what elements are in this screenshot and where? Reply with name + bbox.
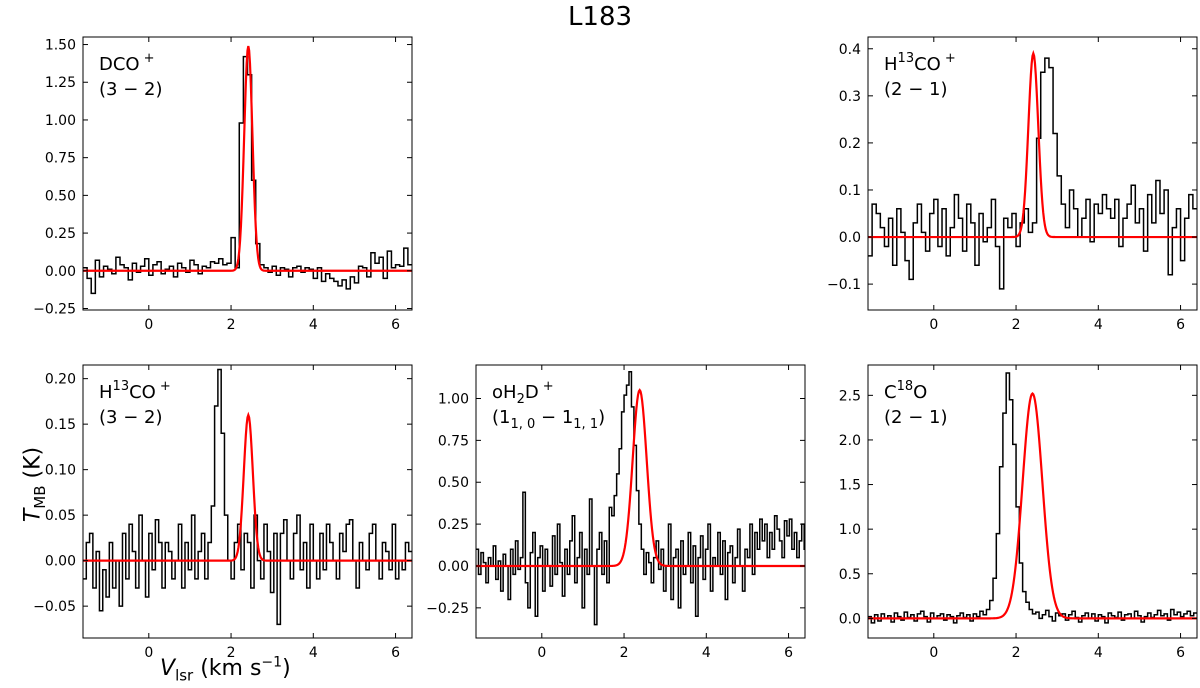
- observed-spectrum-h13co-21: [868, 57, 1197, 290]
- x-tick-label-h13co-21: 0: [929, 317, 938, 333]
- observed-spectrum-c18o-21: [868, 372, 1197, 624]
- gaussian-fit-c18o-21: [868, 392, 1197, 620]
- axes-frame-h13co-32: [82, 364, 413, 639]
- y-tick-label-dco-32: 0.75: [45, 151, 76, 167]
- axes-frame-oh2d-110-111: [475, 364, 806, 639]
- y-tick-label-dco-32: 1.25: [45, 75, 76, 91]
- x-tick-label-h13co-21: 4: [1094, 317, 1103, 333]
- axes-frame-dco-32: [82, 36, 413, 311]
- y-tick-label-c18o-21: 1.5: [839, 478, 861, 494]
- y-tick-label-h13co-32: 0.15: [45, 417, 76, 433]
- figure-title: L183: [567, 2, 633, 32]
- y-tick-label-h13co-32: −0.05: [33, 599, 76, 615]
- x-tick-label-oh2d-110-111: 6: [784, 645, 793, 661]
- transition-label-h13co-21: (2 − 1): [884, 79, 947, 100]
- x-tick-label-h13co-21: 2: [1012, 317, 1021, 333]
- x-tick-label-dco-32: 0: [144, 317, 153, 333]
- x-tick-label-oh2d-110-111: 2: [620, 645, 629, 661]
- x-tick-label-h13co-32: 2: [227, 645, 236, 661]
- x-axis-label: Vlsr (km s−1): [160, 654, 291, 685]
- species-label-h13co-21: H13CO +: [884, 51, 956, 75]
- y-tick-label-dco-32: 0.25: [45, 226, 76, 242]
- panel-c18o-21: 0 2 4 6 0.0 0.5 1.0 1.5 2.0 2.5 C18O (2 − 1): [839, 364, 1198, 661]
- y-tick-label-c18o-21: 0.5: [839, 567, 861, 583]
- y-tick-label-dco-32: 0.00: [45, 264, 76, 280]
- panel-h13co-21: 0 2 4 6 −0.1 0.0 0.1 0.2 0.3 0.4 H13CO + (2 − 1): [827, 36, 1198, 333]
- x-tick-label-oh2d-110-111: 0: [537, 645, 546, 661]
- species-label-dco-32: DCO +: [99, 51, 155, 75]
- observed-spectrum-oh2d-110-111: [476, 370, 805, 626]
- x-tick-label-c18o-21: 4: [1094, 645, 1103, 661]
- y-tick-label-h13co-21: 0.4: [839, 42, 861, 58]
- y-tick-label-c18o-21: 1.0: [839, 522, 861, 538]
- species-label-c18o-21: C18O: [884, 379, 927, 403]
- y-tick-label-oh2d-110-111: −0.25: [426, 601, 469, 617]
- y-tick-label-h13co-32: 0.10: [45, 463, 76, 479]
- y-tick-label-h13co-21: 0.3: [839, 89, 861, 105]
- panel-dco-32: 0 2 4 6 −0.25 0.00 0.25 0.50 0.75 1.00 1.25 1.50 DCO…: [33, 36, 413, 333]
- panel-h13co-32: 0 2 4 6 −0.05 0.00 0.05 0.10 0.15 0.20 H13CO + (3 − …: [33, 364, 413, 661]
- x-tick-label-h13co-32: 4: [309, 645, 318, 661]
- y-tick-label-h13co-21: 0.1: [839, 183, 861, 199]
- x-tick-label-c18o-21: 0: [929, 645, 938, 661]
- y-tick-label-dco-32: −0.25: [33, 301, 76, 317]
- y-tick-label-dco-32: 1.50: [45, 38, 76, 54]
- axes-frame-c18o-21: [867, 364, 1198, 639]
- y-tick-label-dco-32: 0.50: [45, 188, 76, 204]
- y-tick-label-h13co-32: 0.05: [45, 508, 76, 524]
- y-tick-label-oh2d-110-111: 1.00: [438, 391, 469, 407]
- x-tick-label-c18o-21: 6: [1176, 645, 1185, 661]
- species-label-oh2d-110-111: oH2D +: [492, 379, 554, 407]
- gaussian-fit-h13co-32: [83, 411, 412, 562]
- y-tick-label-dco-32: 1.00: [45, 113, 76, 129]
- y-tick-label-h13co-21: 0.0: [839, 230, 861, 246]
- x-tick-label-h13co-21: 6: [1176, 317, 1185, 333]
- observed-spectrum-h13co-32: [83, 368, 412, 626]
- gaussian-fit-oh2d-110-111: [476, 388, 805, 568]
- y-tick-label-oh2d-110-111: 0.00: [438, 559, 469, 575]
- gaussian-fit-h13co-21: [868, 49, 1197, 239]
- x-tick-label-h13co-32: 6: [391, 645, 400, 661]
- x-tick-label-dco-32: 2: [227, 317, 236, 333]
- x-tick-label-dco-32: 6: [391, 317, 400, 333]
- x-tick-label-h13co-32: 0: [144, 645, 153, 661]
- y-tick-label-c18o-21: 0.0: [839, 611, 861, 627]
- y-tick-label-c18o-21: 2.0: [839, 433, 861, 449]
- transition-label-dco-32: (3 − 2): [99, 79, 162, 100]
- y-tick-label-oh2d-110-111: 0.50: [438, 475, 469, 491]
- y-tick-label-oh2d-110-111: 0.25: [438, 517, 469, 533]
- y-tick-label-h13co-21: 0.2: [839, 136, 861, 152]
- x-tick-label-dco-32: 4: [309, 317, 318, 333]
- gaussian-fit-dco-32: [83, 45, 412, 272]
- y-tick-label-oh2d-110-111: 0.75: [438, 433, 469, 449]
- x-tick-label-c18o-21: 2: [1012, 645, 1021, 661]
- panel-oh2d-110-111: 0 2 4 6 −0.25 0.00 0.25 0.50 0.75 1.00 oH2D +(11, 0…: [426, 364, 806, 661]
- species-label-h13co-32: H13CO +: [99, 379, 171, 403]
- x-tick-label-oh2d-110-111: 4: [702, 645, 711, 661]
- y-tick-label-h13co-21: −0.1: [827, 277, 861, 293]
- transition-label-oh2d-110-111: (11, 0 − 11, 1): [492, 407, 605, 432]
- transition-label-h13co-32: (3 − 2): [99, 407, 162, 428]
- y-tick-label-c18o-21: 2.5: [839, 388, 861, 404]
- y-tick-label-h13co-32: 0.20: [45, 372, 76, 388]
- axes-frame-h13co-21: [867, 36, 1198, 311]
- transition-label-c18o-21: (2 − 1): [884, 407, 947, 428]
- y-tick-label-h13co-32: 0.00: [45, 554, 76, 570]
